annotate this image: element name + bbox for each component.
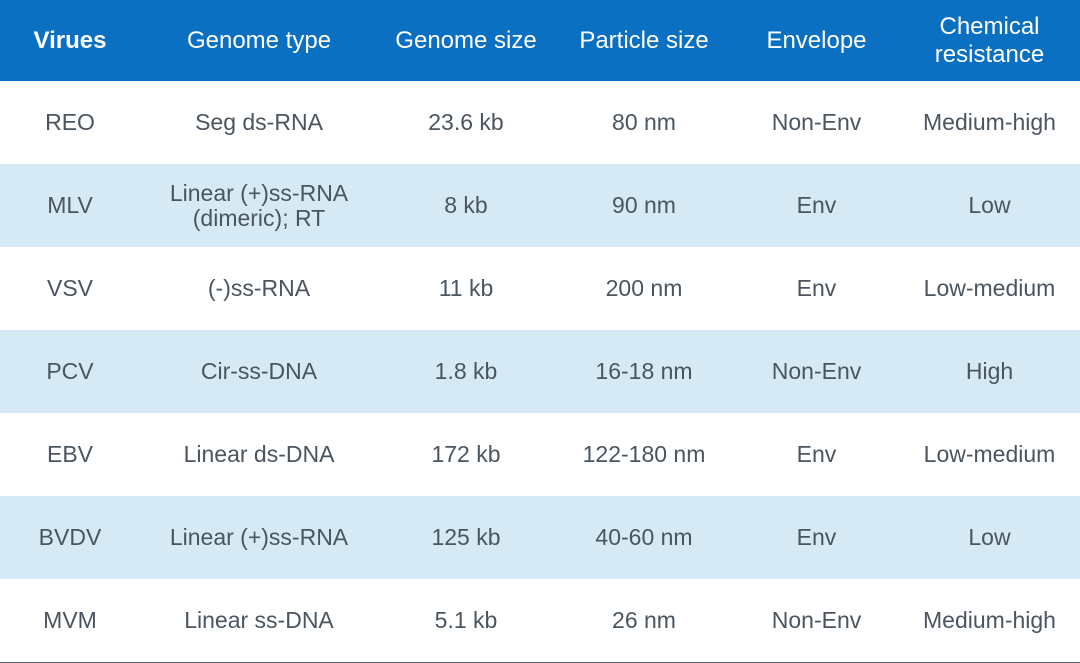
cell-chemical-resistance: Low-medium — [923, 275, 1056, 301]
cell-chemical-resistance: Medium-high — [923, 607, 1056, 633]
cell-particle-size: 16-18 nm — [595, 358, 693, 384]
cell-genome-type: Linear ds-DNA — [183, 441, 335, 467]
cell-envelope: Env — [796, 275, 837, 301]
cell-virus: VSV — [46, 275, 94, 301]
cell-genome-type: Linear (+)ss-RNA — [169, 524, 349, 550]
header-genome-size: Genome size — [395, 26, 537, 54]
cell-genome-type: Linear ss-DNA — [184, 607, 334, 633]
cell-chemical-resistance: Low-medium — [923, 441, 1056, 467]
cell-genome-type: Seg ds-RNA — [195, 109, 323, 135]
cell-particle-size: 40-60 nm — [595, 524, 693, 550]
cell-virus: PCV — [46, 358, 94, 384]
cell-genome-size: 8 kb — [444, 192, 488, 218]
cell-particle-size: 26 nm — [612, 607, 676, 633]
header-genome-type: Genome type — [186, 26, 332, 54]
cell-virus: MVM — [43, 607, 97, 633]
cell-envelope: Env — [796, 192, 837, 218]
cell-particle-size: 80 nm — [612, 109, 676, 135]
cell-chemical-resistance: Low — [968, 192, 1011, 218]
table-row: REO Seg ds-RNA 23.6 kb 80 nm Non-Env Med… — [0, 81, 1080, 164]
header-envelope: Envelope — [766, 26, 867, 54]
cell-virus: REO — [45, 109, 95, 135]
cell-virus: MLV — [47, 192, 93, 218]
cell-virus: EBV — [46, 441, 94, 467]
cell-chemical-resistance: Medium-high — [923, 109, 1056, 135]
cell-particle-size: 200 nm — [605, 275, 683, 301]
header-particle-size: Particle size — [579, 26, 709, 54]
table-row: MVM Linear ss-DNA 5.1 kb 26 nm Non-Env M… — [0, 579, 1080, 662]
cell-chemical-resistance: High — [965, 358, 1014, 384]
table-row: PCV Cir-ss-DNA 1.8 kb 16-18 nm Non-Env H… — [0, 330, 1080, 413]
table-row: EBV Linear ds-DNA 172 kb 122-180 nm Env … — [0, 413, 1080, 496]
cell-chemical-resistance: Low — [968, 524, 1011, 550]
cell-genome-type: Linear (+)ss-RNA (dimeric); RT — [169, 179, 349, 231]
cell-genome-size: 23.6 kb — [428, 109, 504, 135]
cell-genome-size: 5.1 kb — [434, 607, 498, 633]
cell-virus: BVDV — [38, 524, 102, 550]
cell-genome-size: 172 kb — [431, 441, 501, 467]
header-chemical-resistance: Chemical resistance — [934, 12, 1045, 68]
cell-particle-size: 122-180 nm — [582, 441, 706, 467]
cell-genome-size: 1.8 kb — [434, 358, 498, 384]
cell-envelope: Env — [796, 524, 837, 550]
cell-particle-size: 90 nm — [612, 192, 676, 218]
cell-genome-type: (-)ss-RNA — [207, 275, 311, 301]
table-row: VSV (-)ss-RNA 11 kb 200 nm Env Low-mediu… — [0, 247, 1080, 330]
cell-genome-size: 11 kb — [438, 275, 494, 301]
table-row: BVDV Linear (+)ss-RNA 125 kb 40-60 nm En… — [0, 496, 1080, 579]
cell-envelope: Non-Env — [771, 358, 862, 384]
cell-envelope: Env — [796, 441, 837, 467]
cell-genome-type: Cir-ss-DNA — [200, 358, 318, 384]
cell-genome-size: 125 kb — [431, 524, 501, 550]
header-viruses: Virues — [33, 26, 107, 54]
cell-envelope: Non-Env — [771, 109, 862, 135]
cell-envelope: Non-Env — [771, 607, 862, 633]
table-header-row: Virues Genome type Genome size Particle … — [0, 0, 1080, 81]
table-row: MLV Linear (+)ss-RNA (dimeric); RT 8 kb … — [0, 164, 1080, 247]
